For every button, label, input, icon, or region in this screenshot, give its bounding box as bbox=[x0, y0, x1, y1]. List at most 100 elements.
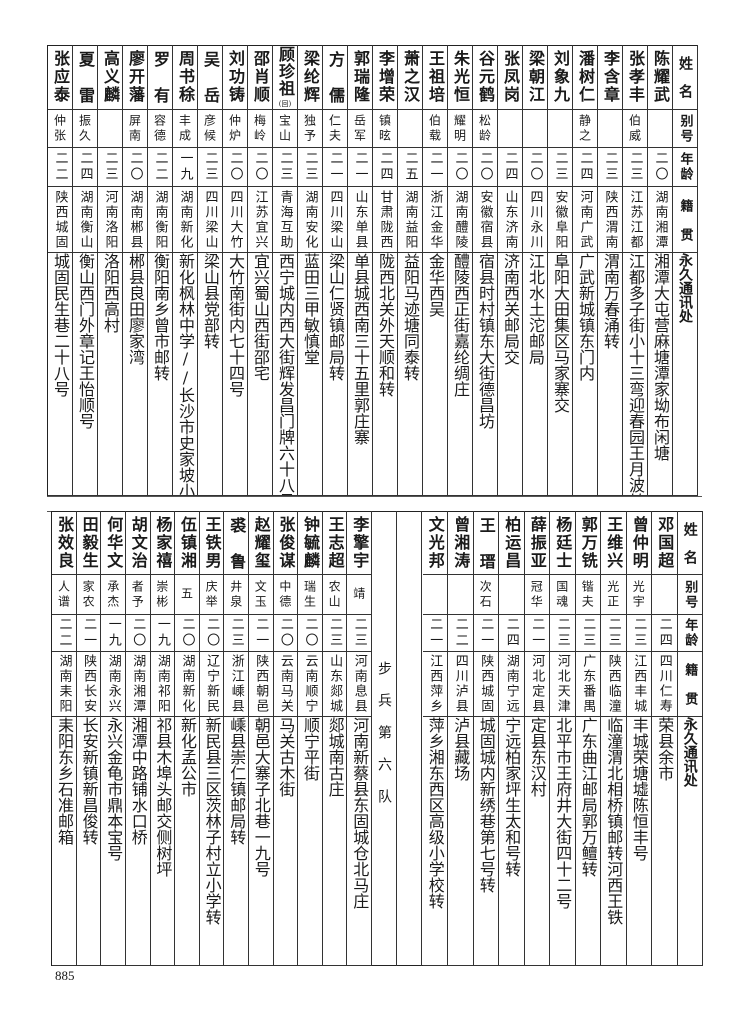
origin-cell: 四川仁寿 bbox=[652, 652, 678, 717]
address-cell: 益阳马迹塘同泰转 bbox=[398, 253, 423, 496]
age-cell: 二三 bbox=[626, 615, 652, 652]
address-text: 临潼渭北相桥镇邮转河西王铁 bbox=[604, 717, 624, 925]
address-text: 益阳马迹塘同泰转 bbox=[401, 253, 420, 381]
origin-text: 湖南新化 bbox=[179, 654, 195, 714]
address-cell: 宁远柏家坪生太和号转 bbox=[499, 717, 525, 966]
origin-text: 浙江金华 bbox=[427, 189, 443, 250]
age-text: 二〇 bbox=[452, 151, 468, 183]
age-cell: 二〇 bbox=[473, 148, 498, 187]
address-text: 城固城内新绣巷第七号转 bbox=[476, 717, 496, 893]
alias-cell bbox=[648, 110, 673, 148]
name-cell: 王瑨 bbox=[473, 511, 499, 575]
address-text: 醴陵西正街嘉纶绸庄 bbox=[451, 253, 470, 397]
address-cell: 顺宁平街 bbox=[298, 717, 323, 966]
name-text: 田毅生 bbox=[79, 515, 99, 570]
name-cell: 陈耀武 bbox=[648, 45, 673, 110]
header-alias-cell: 别号 bbox=[673, 110, 698, 148]
alias-text: 五 bbox=[179, 587, 194, 602]
origin-text: 湖南永兴 bbox=[105, 654, 121, 714]
name-cell: 曾仲明 bbox=[626, 511, 652, 575]
age-text: 二二 bbox=[52, 151, 68, 183]
name-cell: 邓国超 bbox=[652, 511, 678, 575]
origin-cell: 山东郯城 bbox=[322, 652, 348, 717]
age-text: 二一 bbox=[253, 617, 269, 649]
age-text: 二一 bbox=[327, 151, 343, 183]
origin-text: 江苏宜兴 bbox=[252, 189, 268, 250]
age-cell: 二四 bbox=[499, 615, 525, 652]
alias-cell: 仁夫 bbox=[323, 110, 348, 148]
alias-text: 家农 bbox=[81, 579, 96, 610]
origin-text: 湖南耒阳 bbox=[56, 654, 72, 714]
origin-cell: 湖南湘潭 bbox=[648, 187, 673, 253]
origin-cell: 四川永川 bbox=[523, 187, 548, 253]
origin-cell: 陕西城固 bbox=[473, 652, 499, 717]
blank-column bbox=[397, 511, 422, 966]
alias-text: 仲张 bbox=[52, 113, 67, 144]
age-cell: 二〇 bbox=[223, 148, 248, 187]
address-cell: 丰城荣塘墟陈恒丰号 bbox=[626, 717, 652, 966]
origin-text: 山东单县 bbox=[352, 189, 368, 250]
alias-cell: 靖 bbox=[347, 575, 372, 615]
age-text: 二〇 bbox=[302, 617, 318, 649]
alias-cell: 镇昡 bbox=[373, 110, 398, 148]
age-cell: 二三 bbox=[550, 615, 576, 652]
address-cell: 梁山县党部转 bbox=[198, 253, 223, 496]
alias-cell: 仲炉 bbox=[223, 110, 248, 148]
origin-cell: 江苏江都 bbox=[623, 187, 648, 253]
alias-cell: 伯载 bbox=[423, 110, 448, 148]
age-cell: 二〇 bbox=[273, 615, 299, 652]
age-text: 二〇 bbox=[527, 151, 543, 183]
age-text: 二五 bbox=[402, 151, 418, 183]
name-cell: 朱光恒 bbox=[448, 45, 473, 110]
name-text: 赵耀玺 bbox=[251, 515, 271, 570]
address-text: 大竹南街内七十四号 bbox=[226, 253, 245, 397]
name-text: 萧之汉 bbox=[401, 50, 420, 104]
origin-cell: 湖南湘潭 bbox=[126, 652, 151, 717]
address-cell: 湘潭中路铺水口桥 bbox=[126, 717, 151, 966]
age-text: 二四 bbox=[577, 151, 593, 183]
address-text: 萍乡湘东西区高级小学校转 bbox=[425, 717, 445, 909]
address-cell: 荣县余市 bbox=[652, 717, 678, 966]
name-cell: 郭万铣 bbox=[575, 511, 601, 575]
alias-cell: 光宇 bbox=[626, 575, 652, 615]
age-text: 二三 bbox=[102, 151, 118, 183]
name-text: 郭万铣 bbox=[578, 515, 598, 570]
name-cell: 廖开藩 bbox=[123, 45, 148, 110]
name-cell: 钟毓麟 bbox=[298, 511, 323, 575]
alias-text: 次石 bbox=[478, 579, 493, 610]
name-cell: 萧之汉 bbox=[398, 45, 423, 110]
name-cell: 胡文治 bbox=[126, 511, 151, 575]
header-name-cell: 姓名 bbox=[673, 45, 698, 110]
address-text: 郴县良田廖家湾 bbox=[126, 253, 145, 365]
origin-cell: 湖南醴陵 bbox=[448, 187, 473, 253]
age-text: 一九 bbox=[154, 617, 170, 649]
alias-text: 仲炉 bbox=[227, 113, 242, 144]
alias-cell: 国魂 bbox=[550, 575, 576, 615]
age-cell: 二一 bbox=[422, 615, 448, 652]
alias-text: 中德 bbox=[277, 579, 292, 610]
name-text: 邓国超 bbox=[655, 515, 675, 570]
origin-cell: 湖南永兴 bbox=[101, 652, 126, 717]
page-number: 885 bbox=[55, 968, 75, 983]
address-cell: 梁山仁贤镇邮局转 bbox=[323, 253, 348, 496]
alias-cell: 中德 bbox=[273, 575, 299, 615]
address-text: 洛阳西高村 bbox=[101, 253, 120, 333]
age-text: 二三 bbox=[631, 617, 647, 649]
age-cell: 二三 bbox=[298, 148, 323, 187]
address-cell: 长安新镇新昌俊转 bbox=[76, 717, 102, 966]
origin-text: 江西丰城 bbox=[631, 654, 647, 714]
name-cell: 柏运昌 bbox=[499, 511, 525, 575]
name-text: 郭瑞隆 bbox=[351, 50, 370, 104]
origin-cell: 湖南宁远 bbox=[499, 652, 525, 717]
origin-cell: 陕西渭南 bbox=[598, 187, 623, 253]
age-text: 二三 bbox=[554, 617, 570, 649]
address-text: 衡山西门外章记王怡顺号 bbox=[76, 253, 95, 429]
origin-text: 山东郯城 bbox=[327, 654, 343, 714]
name-cell: 夏雷 bbox=[73, 45, 98, 110]
name-cell: 伍镇湘 bbox=[175, 511, 200, 575]
address-cell: 马关古木街 bbox=[273, 717, 299, 966]
name-cell: 曾湘涛 bbox=[448, 511, 474, 575]
alias-cell: 梅岭 bbox=[248, 110, 273, 148]
name-cell: 谷元鹤 bbox=[473, 45, 498, 110]
origin-text: 湖南安化 bbox=[302, 189, 318, 250]
